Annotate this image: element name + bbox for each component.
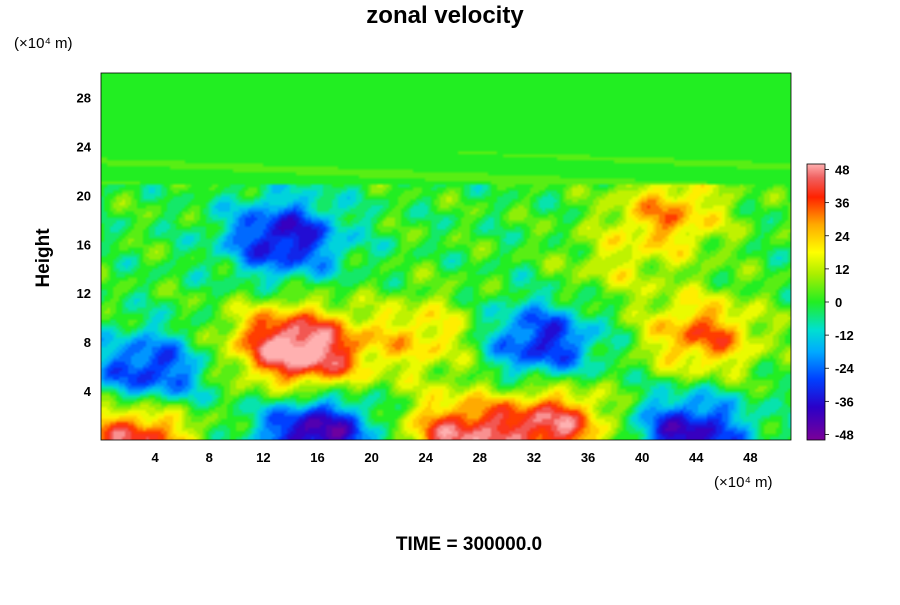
time-label: TIME = 300000.0 [396, 534, 542, 555]
x-ticks: 4 8 12 16 20 24 28 32 36 40 44 48 [152, 450, 758, 465]
colorbar-tick-label: 48 [835, 163, 849, 178]
y-tick-label: 20 [77, 188, 91, 203]
colorbar [806, 163, 826, 441]
colorbar-tick-label: -12 [835, 328, 854, 343]
x-tick-label: 32 [527, 450, 541, 465]
y-tick-label: 28 [77, 90, 91, 105]
y-tick-label: 8 [84, 335, 91, 350]
y-tick-label: 24 [77, 139, 92, 154]
x-tick-label: 44 [689, 450, 704, 465]
colorbar-tick-label: -24 [835, 361, 855, 376]
colorbar-tick-label: 36 [835, 196, 849, 211]
heatmap-field [101, 73, 791, 440]
x-tick-label: 40 [635, 450, 649, 465]
heatmap-image [101, 73, 791, 440]
colorbar-tick-label: -48 [835, 427, 854, 442]
y-tick-label: 16 [77, 237, 91, 252]
y-tick-label: 4 [84, 384, 92, 399]
x-tick-label: 28 [473, 450, 487, 465]
x-tick-label: 8 [206, 450, 213, 465]
colorbar-tick-label: 0 [835, 295, 842, 310]
colorbar-ticks: 48 36 24 12 0 -12 -24 -36 -48 [825, 163, 855, 442]
colorbar-tick-label: -36 [835, 394, 854, 409]
chart-title: zonal velocity [366, 2, 524, 29]
x-tick-label: 36 [581, 450, 595, 465]
x-tick-label: 20 [364, 450, 378, 465]
colorbar-tick-label: 24 [835, 229, 850, 244]
y-axis-title: Height [33, 228, 54, 288]
y-tick-label: 12 [77, 286, 91, 301]
y-ticks: 4 8 12 16 20 24 28 [77, 90, 92, 399]
x-tick-label: 16 [310, 450, 324, 465]
colorbar-tick-label: 12 [835, 262, 849, 277]
x-unit-label: (×10⁴ m) [714, 474, 773, 491]
y-unit-label: (×10⁴ m) [14, 35, 73, 52]
x-tick-label: 4 [152, 450, 160, 465]
x-tick-label: 48 [743, 450, 757, 465]
plot-frame [100, 72, 792, 441]
x-tick-label: 24 [418, 450, 433, 465]
x-tick-label: 12 [256, 450, 270, 465]
